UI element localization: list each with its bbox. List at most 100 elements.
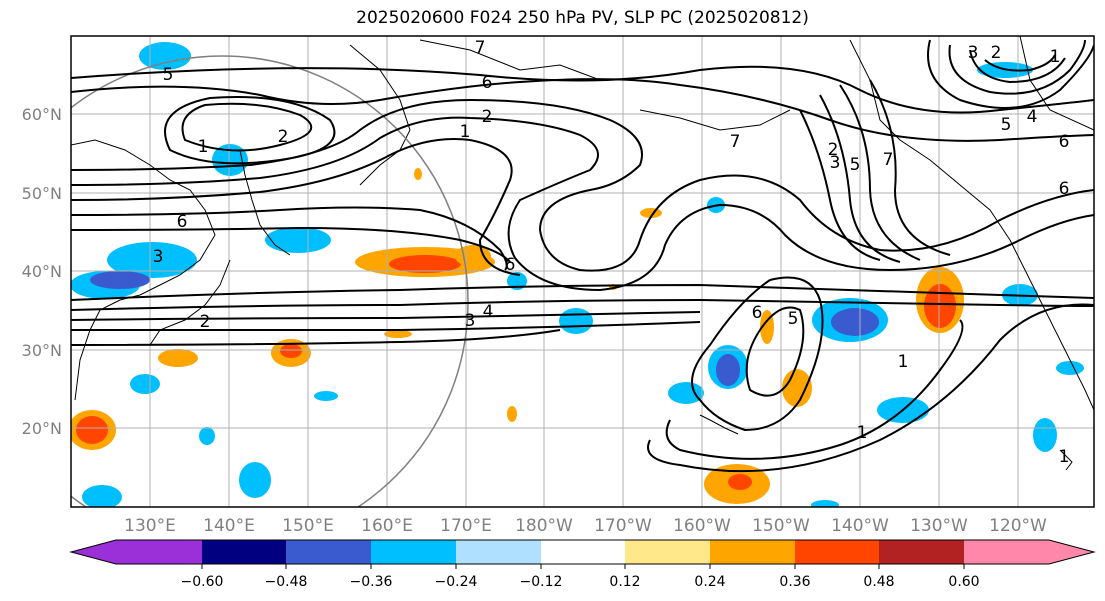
contour-label: 6 <box>505 255 516 275</box>
lon-axis: 130°E 140°E 150°E 160°E 170°E 180°W 170°… <box>124 516 1047 536</box>
lon-label: 170°W <box>594 516 652 536</box>
pv-patch <box>280 344 302 358</box>
contour-label: 2 <box>991 43 1002 63</box>
contour-label: 2 <box>278 127 289 147</box>
pv-patch <box>831 308 879 336</box>
contour-label: 6 <box>177 212 188 232</box>
contour-label: 7 <box>730 132 741 152</box>
contour-label: 7 <box>883 150 894 170</box>
pv-patch <box>90 271 150 289</box>
colorbar-swatch <box>202 540 286 564</box>
colorbar-tick-label: −0.24 <box>435 574 478 590</box>
lon-label: 160°E <box>361 516 413 536</box>
colorbar-swatch <box>541 540 625 564</box>
colorbar-extend-low <box>71 540 116 564</box>
pv-patch <box>924 284 956 328</box>
pv-patch <box>389 255 461 273</box>
colorbar-tick-label: 0.24 <box>694 574 725 590</box>
pv-patch <box>384 330 412 338</box>
pv-patch <box>130 374 160 394</box>
map-frame <box>70 35 1095 508</box>
plot-title: 2025020600 F024 250 hPa PV, SLP PC (2025… <box>356 8 809 28</box>
pv-patch <box>265 227 331 253</box>
colorbar-swatch <box>879 540 964 564</box>
slp-contours <box>71 39 1094 473</box>
colorbar-tick-label: 0.60 <box>948 574 979 590</box>
pv-shading <box>71 42 1084 507</box>
lon-label: 160°W <box>673 516 731 536</box>
pv-patch <box>139 42 191 70</box>
contour-label: 1 <box>198 137 209 157</box>
contour-label: 5 <box>788 309 799 329</box>
pv-patch <box>1056 361 1084 375</box>
colorbar-swatch <box>625 540 710 564</box>
lon-label: 140°E <box>203 516 255 536</box>
colorbar: −0.60 −0.48 −0.36 −0.24 −0.12 0.12 0.24 … <box>69 539 1096 590</box>
lat-label: 20°N <box>22 419 62 438</box>
contour-label: 1 <box>1059 447 1070 467</box>
contour-label: 6 <box>752 303 763 323</box>
lon-label: 120°W <box>989 516 1047 536</box>
pv-patch <box>811 500 839 507</box>
pv-patch <box>414 168 422 180</box>
contour-label: 6 <box>482 73 493 93</box>
contour-label: 4 <box>483 302 494 322</box>
contour-label: 5 <box>850 155 861 175</box>
colorbar-swatch <box>964 540 1049 564</box>
lon-label: 150°E <box>282 516 334 536</box>
lon-label: 140°W <box>831 516 889 536</box>
pv-patch <box>107 242 197 278</box>
pv-patch <box>314 391 338 401</box>
contour-label: 3 <box>968 43 979 63</box>
pv-patch <box>239 462 271 498</box>
colorbar-outline <box>69 539 1096 565</box>
lon-label: 180°W <box>515 516 573 536</box>
pv-patch <box>760 310 774 344</box>
contour-label: 6 <box>1059 132 1070 152</box>
pv-patch <box>782 369 812 407</box>
gridlines <box>71 36 1094 507</box>
colorbar-swatch <box>116 540 202 564</box>
colorbar-ticks <box>201 564 965 569</box>
pv-patch <box>76 416 108 444</box>
pv-patch <box>668 382 704 404</box>
lat-label: 40°N <box>22 262 62 281</box>
lat-axis: 60°N 50°N 40°N 30°N 20°N <box>22 105 62 438</box>
pv-patch <box>507 406 517 422</box>
pv-patch <box>199 427 215 445</box>
lat-label: 30°N <box>22 341 62 360</box>
colorbar-tick-label: −0.60 <box>181 574 224 590</box>
colorbar-tick-label: 0.48 <box>863 574 894 590</box>
contour-label: 2 <box>482 107 493 127</box>
lat-label: 60°N <box>22 105 62 124</box>
colorbar-tick-label: −0.36 <box>350 574 393 590</box>
pv-patch <box>716 354 740 386</box>
colorbar-tick-label: −0.48 <box>265 574 308 590</box>
contour-label: 5 <box>163 65 174 85</box>
pv-patch <box>559 308 593 334</box>
contour-label: 1 <box>460 122 471 142</box>
pv-patch <box>507 272 527 290</box>
lat-label: 50°N <box>22 184 62 203</box>
colorbar-tick-label: −0.12 <box>520 574 563 590</box>
pv-patch <box>158 349 198 367</box>
contour-label: 6 <box>1059 179 1070 199</box>
contour-label: 3 <box>153 247 164 267</box>
contour-label: 1 <box>898 352 909 372</box>
pv-patch <box>82 485 122 507</box>
colorbar-swatch <box>286 540 371 564</box>
contour-label: 5 <box>1001 115 1012 135</box>
pv-patch <box>728 474 752 490</box>
contour-label: 7 <box>475 38 486 58</box>
lon-label: 130°E <box>124 516 176 536</box>
lon-label: 130°W <box>910 516 968 536</box>
colorbar-tick-label: 0.36 <box>779 574 810 590</box>
contour-label-group: 5 1 2 6 7 6 2 1 7 2 3 5 7 3 2 1 5 4 6 6 … <box>153 38 1070 467</box>
lon-label: 150°W <box>752 516 810 536</box>
colorbar-swatch <box>710 540 795 564</box>
contour-label: 2 <box>200 312 211 332</box>
contour-label: 1 <box>857 423 868 443</box>
contour-label: 3 <box>830 153 841 173</box>
coastlines <box>71 36 1094 471</box>
